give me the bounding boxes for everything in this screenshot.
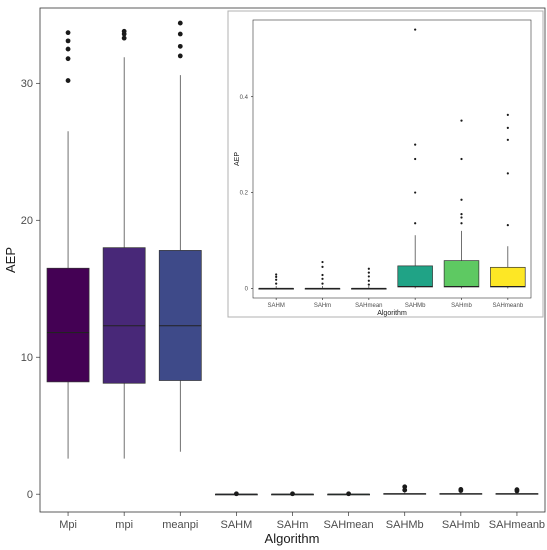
outlier-point [414, 143, 417, 146]
outlier-point [65, 56, 71, 62]
outlier-point [506, 113, 509, 117]
outlier-point [177, 43, 183, 49]
outlier-point [414, 191, 417, 194]
outlier-point [460, 213, 463, 216]
outlier-point [460, 222, 463, 225]
inset-x-axis-title: Algorithm [377, 310, 407, 317]
x-tick-label: SAHmeanb [492, 303, 523, 309]
main-boxes [46, 20, 539, 497]
box-SAHMb [397, 265, 433, 288]
outlier-point [458, 487, 464, 492]
outlier-point [414, 28, 417, 31]
outlier-point [321, 260, 324, 264]
inset-y-axis: 0 0.2 0.4 [240, 95, 253, 293]
outlier-point [65, 38, 71, 44]
x-tick-label: mpi [115, 519, 133, 531]
outlier-point [177, 31, 183, 37]
x-tick-label: SAHmeanb [489, 519, 545, 531]
x-tick-label: SAHM [267, 303, 284, 309]
outlier-point [367, 279, 370, 282]
x-tick-label: SAHMb [405, 303, 426, 309]
outlier-point [514, 487, 520, 493]
outlier-point [65, 46, 71, 52]
outlier-point [290, 491, 295, 497]
x-tick-label: SAHmb [451, 303, 472, 309]
outlier-point [367, 267, 370, 270]
inset-y-axis-title: AEP [234, 152, 241, 166]
box-mpi [102, 247, 146, 384]
outlier-point [321, 277, 324, 280]
outlier-point [321, 282, 324, 285]
outlier-point [177, 20, 183, 26]
outlier-point [275, 275, 278, 279]
outlier-point [367, 283, 370, 286]
main-x-axis-title: Algorithm [265, 531, 320, 546]
y-tick-label: 0.4 [240, 95, 249, 101]
y-tick-label: 10 [21, 352, 33, 364]
outlier-point [506, 224, 509, 227]
y-tick-label: 0.2 [240, 191, 249, 197]
x-tick-label: SAHmean [355, 303, 382, 309]
x-tick-label: SAHm [277, 519, 309, 531]
inset-x-axis: SAHM SAHm SAHmean SAHMb SAHmb SAHmeanb [267, 298, 524, 309]
y-tick-label: 0 [27, 489, 33, 501]
outlier-point [346, 491, 352, 497]
outlier-point [506, 138, 509, 141]
inset-plot-border [252, 19, 532, 299]
y-tick-label: 30 [21, 78, 33, 90]
outlier-point [121, 28, 127, 34]
outlier-point [460, 119, 463, 122]
x-tick-label: SAHMb [386, 519, 424, 531]
y-tick-label: 0 [245, 287, 249, 293]
x-tick-label: SAHm [314, 303, 331, 309]
x-tick-label: SAHmean [324, 519, 374, 531]
box-Mpi [46, 267, 90, 383]
outlier-point [177, 53, 183, 59]
outlier-point [367, 271, 370, 274]
outlier-point [233, 491, 239, 497]
main-y-axis: 0 10 20 30 [21, 78, 40, 501]
outlier-point [460, 216, 463, 219]
outlier-point [414, 222, 417, 225]
y-tick-label: 20 [21, 215, 33, 227]
outlier-point [65, 30, 71, 36]
outlier-point [402, 484, 408, 490]
x-tick-label: SAHmb [442, 519, 480, 531]
outlier-point [506, 172, 509, 175]
outlier-point [121, 35, 127, 41]
box-SAHmeanb [490, 266, 526, 288]
outlier-point [460, 157, 463, 161]
outlier-point [65, 78, 71, 83]
outlier-point [506, 126, 509, 129]
outlier-point [275, 278, 278, 281]
box-meanpi [158, 250, 202, 381]
main-x-axis: Mpi mpi meanpi SAHM SAHm SAHmean SAHMb SAHmb SAH… [59, 512, 545, 531]
x-tick-label: SAHM [220, 519, 252, 531]
x-tick-label: meanpi [162, 519, 198, 531]
outlier-point [275, 273, 278, 276]
outlier-point [367, 275, 370, 278]
inset-boxes [258, 28, 526, 290]
outlier-point [402, 487, 408, 493]
x-tick-label: Mpi [59, 519, 77, 531]
outlier-point [460, 198, 463, 201]
main-y-axis-title: AEP [3, 247, 18, 273]
inset-panel: 0 0.2 0.4 SAHM SAHm SAHmean SAHMb SAHmb SAHmean… [227, 10, 544, 318]
outlier-point [321, 265, 324, 268]
outlier-point [414, 157, 417, 161]
outlier-point [321, 273, 324, 277]
box-SAHmb [443, 260, 480, 288]
outlier-point [275, 282, 278, 285]
